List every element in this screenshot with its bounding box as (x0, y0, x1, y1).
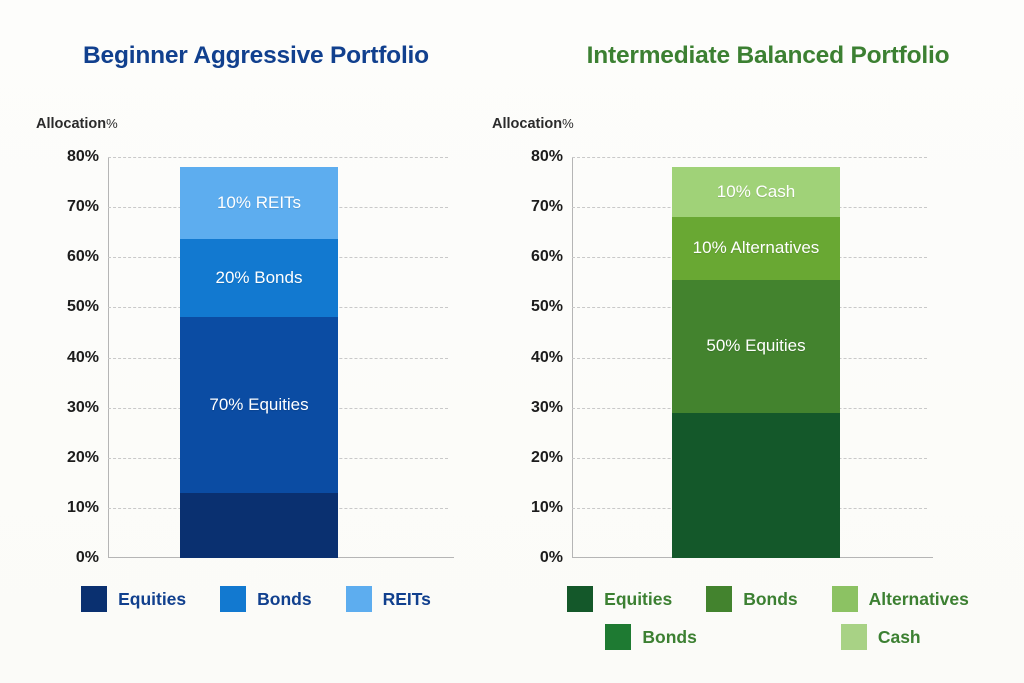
bar-segment-alternatives[interactable]: 10% Alternatives (672, 217, 840, 280)
y-tick-70-left: 70% (66, 198, 99, 216)
y-tick-40-right: 40% (530, 348, 563, 366)
y-axis-title-left: Allocation% (36, 116, 118, 132)
bar-segment-equities-base[interactable] (180, 492, 338, 558)
legend-label-bonds-green-2: Bonds (642, 626, 697, 647)
legend-item-bonds-green-2[interactable]: Bonds (605, 624, 697, 650)
stacked-bar-left[interactable]: 10% REITs 20% Bonds 70% Equities (180, 166, 338, 558)
legend-item-bonds-green[interactable]: Bonds (706, 586, 798, 612)
gridline-80-left (108, 157, 448, 158)
legend-swatch-icon-cash (840, 624, 867, 650)
legend-swatch-icon-bonds-green (706, 586, 733, 612)
y-tick-10-left: 10% (66, 498, 99, 516)
legend-label-cash: Cash (877, 626, 921, 647)
gridline-80-right (572, 157, 927, 158)
legend-item-equities-green[interactable]: Equities (567, 586, 672, 612)
legend-label-bonds: Bonds (257, 588, 312, 609)
bar-segment-label-equities-right: 50% Equities (706, 336, 806, 356)
stacked-bar-right[interactable]: 10% Cash 10% Alternatives 50% Equities (672, 167, 840, 558)
legend-label-reits: REITs (382, 588, 431, 609)
bar-segment-label-reits: 10% REITs (216, 193, 302, 213)
legend-swatch-icon-bonds (220, 586, 247, 612)
y-tick-50-right: 50% (530, 298, 563, 316)
legend-swatch-icon-equities (81, 586, 108, 612)
page-title-left: Beginner Aggressive Portfolio (83, 42, 429, 69)
y-tick-50-left: 50% (66, 298, 99, 316)
y-tick-10-right: 10% (530, 498, 563, 516)
y-tick-40-left: 40% (66, 348, 99, 366)
bar-segment-bonds[interactable]: 20% Bonds (180, 239, 338, 318)
y-tick-70-right: 70% (530, 198, 563, 216)
bar-segment-equities-base-right[interactable] (672, 412, 840, 558)
legend-label-bonds-green: Bonds (743, 588, 798, 609)
legend-right-row-1: Equities Bonds Alternatives (512, 586, 1024, 612)
plot-area-left: 0% 10% 20% 30% 40% 50% 60% 70% 80% 10% R… (67, 148, 454, 566)
legend-swatch-icon-bonds-green-2 (605, 624, 632, 650)
y-tick-80-right: 80% (530, 148, 563, 165)
plot-area-right: 0% 10% 20% 30% 40% 50% 60% 70% 80% 10% C… (531, 148, 933, 566)
chart-panel-intermediate-balanced: Intermediate Balanced Portfolio Allocati… (492, 0, 1024, 683)
legend-swatch-icon-alternatives (831, 586, 858, 612)
page-title-right: Intermediate Balanced Portfolio (586, 42, 950, 69)
legend-item-bonds[interactable]: Bonds (220, 586, 312, 612)
legend-right-row-2: Bonds Cash (512, 624, 1024, 650)
bar-segment-equities-mid[interactable]: 50% Equities (672, 279, 840, 413)
legend-label-equities-green: Equities (604, 588, 673, 609)
legend-right: Equities Bonds Alternatives Bonds (512, 586, 1024, 650)
legend-item-alternatives[interactable]: Alternatives (831, 586, 969, 612)
y-axis-title-left-text: Allocation (36, 116, 107, 132)
legend-swatch-icon-reits (345, 586, 372, 612)
legend-left: Equities Bonds REITs (0, 586, 512, 612)
bar-segment-equities[interactable]: 70% Equities (180, 317, 338, 493)
bar-segment-cash[interactable]: 10% Cash (672, 167, 840, 218)
legend-label-alternatives: Alternatives (868, 588, 969, 609)
y-axis-title-right-unit: % (562, 116, 574, 131)
bar-segment-label-equities: 70% Equities (209, 394, 309, 414)
y-tick-0-right: 0% (539, 549, 563, 566)
y-tick-60-left: 60% (66, 248, 99, 266)
legend-label-equities: Equities (118, 588, 187, 609)
bar-segment-label-alternatives: 10% Alternatives (692, 238, 820, 258)
y-axis-title-right-text: Allocation (492, 116, 563, 132)
y-tick-20-right: 20% (530, 448, 563, 466)
chart-panel-beginner-aggressive: Beginner Aggressive Portfolio Allocation… (0, 42, 512, 612)
y-tick-0-left: 0% (75, 549, 99, 566)
bar-segment-reits[interactable]: 10% REITs (180, 166, 338, 240)
y-tick-80-left: 80% (66, 148, 99, 165)
legend-item-cash[interactable]: Cash (840, 624, 921, 650)
bar-segment-label-cash: 10% Cash (716, 182, 796, 202)
y-tick-30-left: 30% (66, 398, 99, 416)
y-tick-30-right: 30% (530, 398, 563, 416)
y-axis-title-left-unit: % (106, 116, 118, 131)
legend-swatch-icon-equities-green (567, 586, 594, 612)
y-axis-title-right: Allocation% (492, 116, 574, 132)
y-tick-60-right: 60% (530, 248, 563, 266)
legend-item-equities[interactable]: Equities (81, 586, 186, 612)
legend-item-reits[interactable]: REITs (345, 586, 431, 612)
bar-segment-label-bonds: 20% Bonds (215, 268, 303, 288)
y-tick-20-left: 20% (66, 448, 99, 466)
